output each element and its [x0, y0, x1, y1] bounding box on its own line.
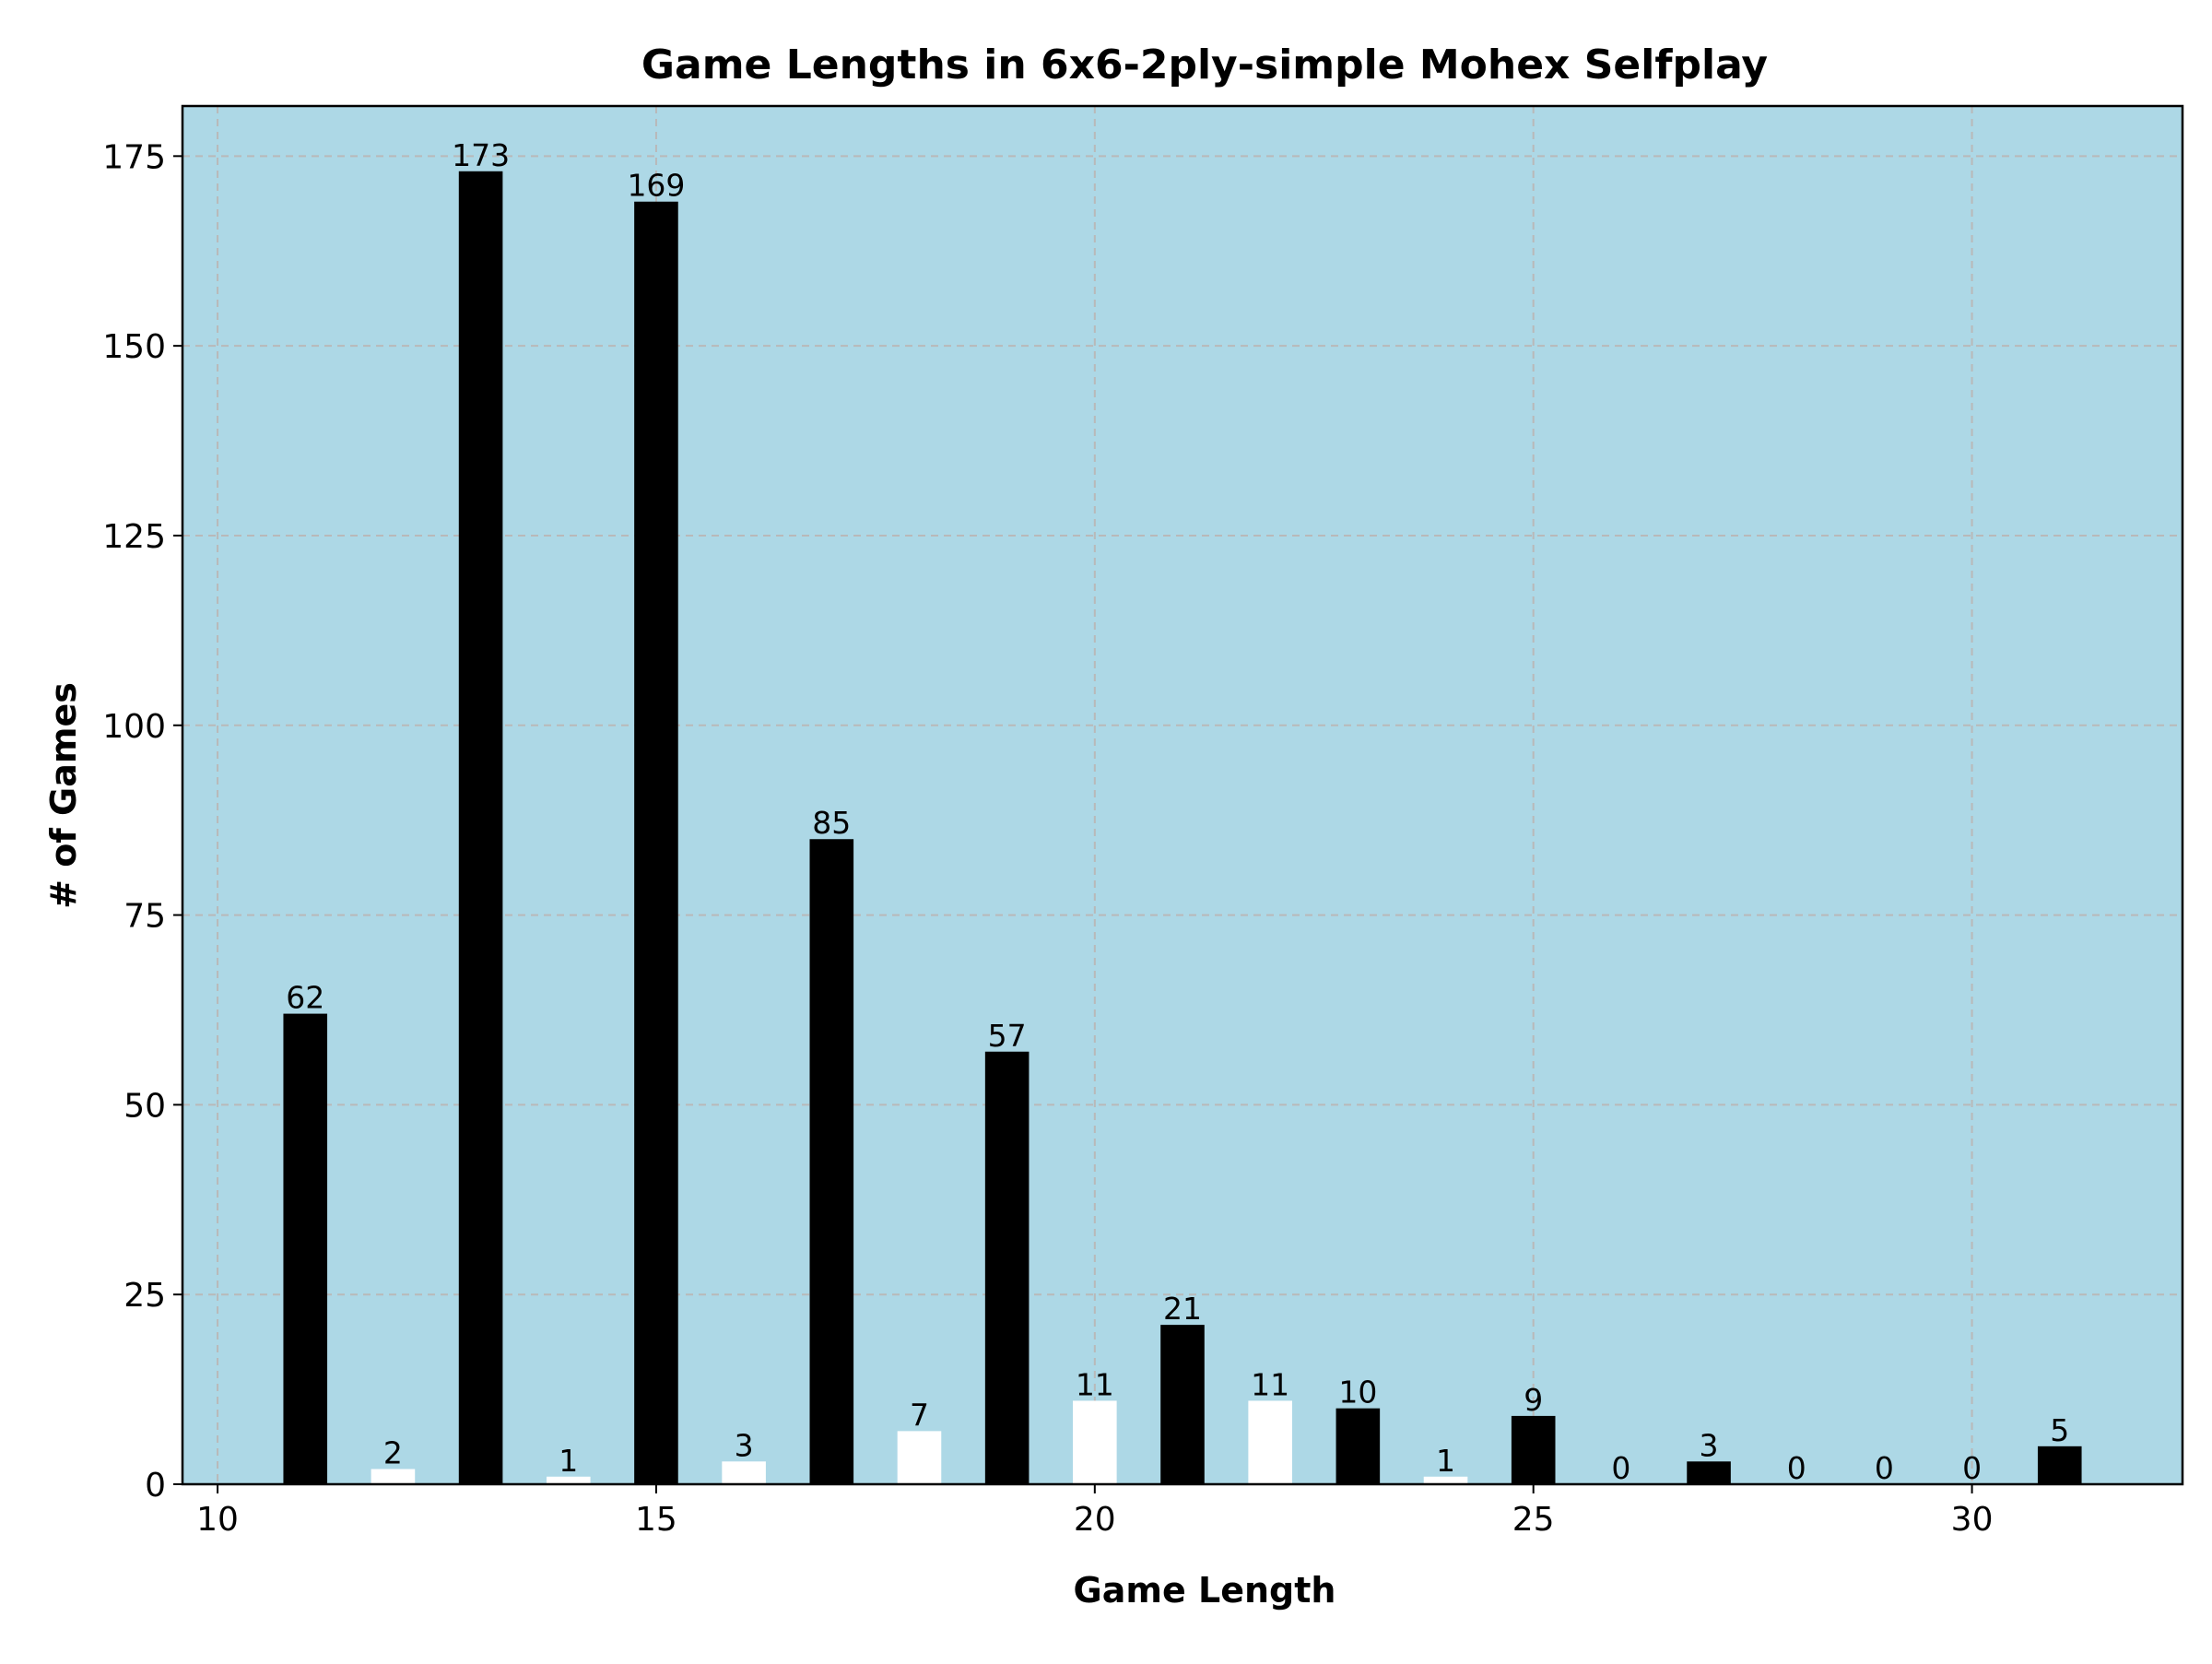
x-axis-label: Game Length	[1074, 1570, 1336, 1611]
bar	[1073, 1400, 1117, 1484]
bar	[809, 839, 854, 1484]
bar-value-label: 85	[812, 805, 851, 841]
y-tick-label: 25	[124, 1277, 166, 1315]
bar-value-label: 10	[1338, 1375, 1377, 1410]
y-axis-ticks: 0 25 50 75 100 125 150 175	[102, 138, 182, 1505]
bar-value-label: 11	[1076, 1366, 1114, 1402]
bar-value-label: 1	[559, 1443, 578, 1479]
bar	[283, 1013, 328, 1484]
x-axis-ticks: 10 15 20 25 30	[196, 1484, 1993, 1539]
bar-value-label: 169	[627, 168, 685, 204]
bar-value-label: 7	[910, 1397, 929, 1433]
y-tick-label: 75	[124, 898, 166, 936]
bar-value-label: 3	[1700, 1427, 1719, 1463]
bar	[1335, 1408, 1381, 1484]
plot-area	[182, 106, 2183, 1484]
y-tick-label: 150	[102, 328, 166, 366]
bar-value-label: 0	[1787, 1450, 1806, 1486]
bar	[2037, 1446, 2082, 1484]
x-tick-label: 10	[196, 1501, 239, 1539]
bar-value-label: 62	[286, 980, 324, 1016]
x-tick-label: 25	[1512, 1501, 1555, 1539]
bars	[283, 171, 2082, 1484]
x-tick-label: 15	[635, 1501, 677, 1539]
bar	[1687, 1461, 1731, 1484]
x-tick-label: 20	[1074, 1501, 1116, 1539]
bar-value-label: 3	[735, 1427, 754, 1463]
bar-value-label: 0	[1962, 1450, 1982, 1486]
data-labels: 62 2 173 1 169 3 85 7 57 11 21 11 10 1 9 0 3 0 0 0 5	[286, 137, 2069, 1486]
y-axis-label: # of Games	[43, 682, 84, 909]
bar	[722, 1461, 766, 1484]
bar	[1248, 1400, 1292, 1484]
chart-title: Game Lengths in 6x6-2ply-simple Mohex Se…	[641, 41, 1768, 89]
bar	[1160, 1325, 1205, 1484]
x-tick-label: 30	[1951, 1501, 1994, 1539]
bar	[546, 1476, 591, 1484]
bar-value-label: 11	[1251, 1366, 1289, 1402]
bar	[984, 1051, 1030, 1484]
bar-value-label: 21	[1163, 1291, 1202, 1327]
bar	[458, 171, 503, 1484]
bar	[634, 201, 678, 1484]
y-tick-label: 50	[124, 1087, 166, 1125]
y-tick-label: 125	[102, 518, 166, 556]
bar	[1423, 1476, 1468, 1484]
bar-value-label: 57	[988, 1018, 1027, 1054]
bar-value-label: 0	[1611, 1450, 1630, 1486]
plot-frame	[181, 104, 2184, 1486]
bar	[1511, 1415, 1556, 1484]
bar-value-label: 5	[2050, 1412, 2069, 1448]
bar-value-label: 173	[452, 137, 510, 173]
bar-value-label: 2	[383, 1435, 403, 1471]
bar-value-label: 9	[1524, 1382, 1543, 1418]
bar-value-label: 1	[1436, 1443, 1455, 1479]
bar-value-label: 0	[1875, 1450, 1894, 1486]
y-tick-label: 0	[145, 1467, 166, 1505]
bar	[371, 1469, 416, 1484]
bar	[897, 1431, 942, 1484]
y-tick-label: 175	[102, 138, 166, 176]
y-tick-label: 100	[102, 708, 166, 746]
